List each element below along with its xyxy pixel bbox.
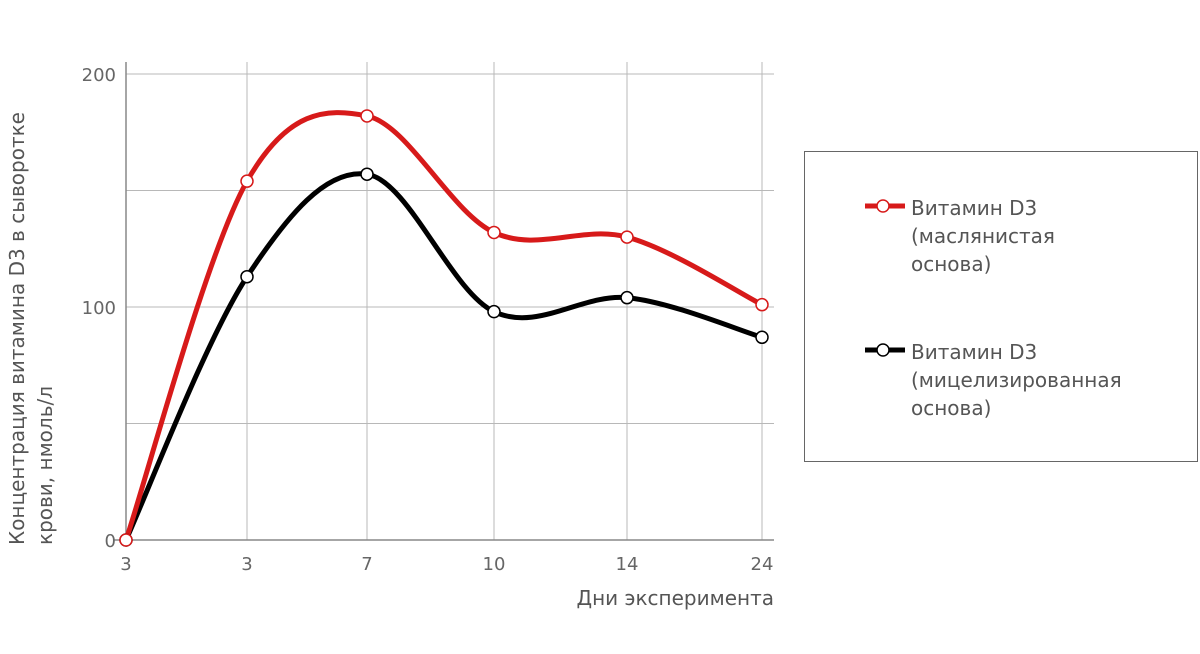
legend-swatch-micellar — [865, 343, 905, 357]
y-tick-label: 200 — [82, 65, 116, 86]
x-tick-label: 14 — [616, 554, 639, 575]
data-point-0 — [487, 225, 501, 240]
data-point-1 — [360, 167, 374, 181]
x-axis-label: Дни эксперимента — [576, 586, 774, 610]
data-point-1 — [240, 269, 254, 284]
y-tick-label: 100 — [82, 298, 116, 319]
x-tick-label: 3 — [120, 554, 131, 575]
data-point-1 — [487, 304, 501, 319]
legend-label-micellar: Витамин D3 (мицелизированная основа) — [911, 340, 1122, 420]
x-tick-label: 3 — [241, 554, 252, 575]
data-point-0 — [360, 109, 374, 123]
axes — [114, 62, 774, 546]
legend-swatch-oil — [865, 199, 905, 213]
grid — [125, 62, 774, 541]
x-tick-label: 24 — [751, 554, 774, 575]
legend-label-oil: Витамин D3 (маслянистая основа) — [911, 196, 1055, 276]
data-point-0 — [620, 230, 634, 244]
x-tick-label: 7 — [361, 554, 372, 575]
series-line-1 — [123, 171, 765, 543]
y-axis-label-line: Концентрация витамина D3 в сыворотке — [5, 112, 29, 545]
data-point-0 — [119, 533, 133, 547]
legend-item-oil: Витамин D3 (маслянистая основа) — [863, 194, 1171, 278]
series-lines — [119, 109, 769, 547]
y-axis-label: Концентрация витамина D3 в сыворотке кров… — [5, 112, 57, 545]
data-point-1 — [620, 290, 634, 305]
tick-labels: 0 100 200 3 3 7 10 14 24 — [82, 65, 774, 575]
y-axis-label-line: крови, нмоль/л — [33, 386, 57, 545]
data-point-0 — [755, 297, 769, 312]
data-point-1 — [755, 330, 769, 345]
data-point-0 — [240, 174, 254, 188]
legend-item-micellar: Витамин D3 (мицелизированная основа) — [863, 338, 1171, 422]
x-tick-label: 10 — [483, 554, 506, 575]
legend: Витамин D3 (маслянистая основа) Витамин … — [804, 151, 1198, 462]
y-tick-label: 0 — [105, 531, 116, 552]
